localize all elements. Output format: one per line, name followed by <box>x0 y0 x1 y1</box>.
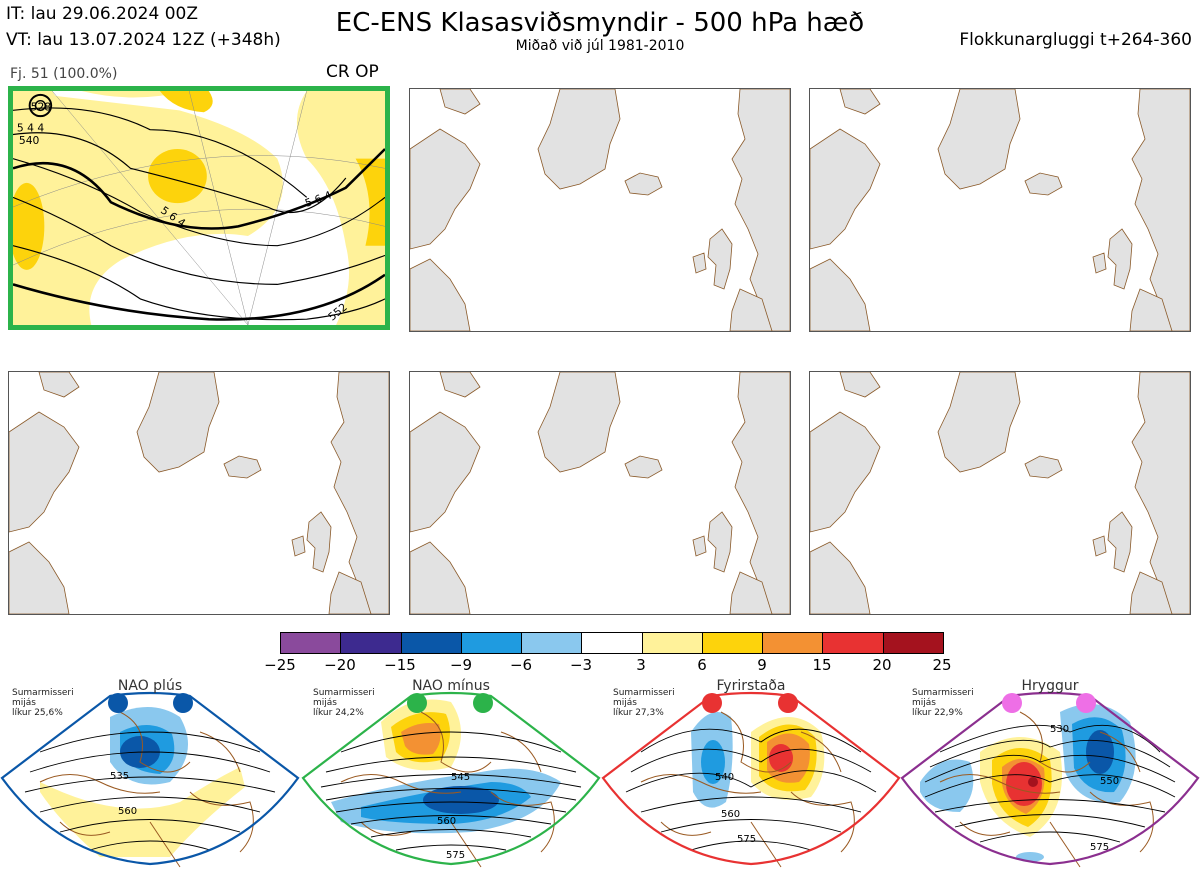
regime-season: Sumarmisseri <box>313 688 375 698</box>
colorbar-tick: −9 <box>449 656 473 674</box>
regime-info: Sumarmisseri mijás líkur 24,2% <box>313 688 375 718</box>
colorbar-swatch <box>883 633 943 653</box>
contour-label: 575 <box>737 834 756 845</box>
regime-prob: líkur 27,3% <box>613 708 664 718</box>
colorbar-swatch <box>642 633 703 653</box>
empty-map <box>410 89 790 331</box>
colorbar <box>280 632 944 654</box>
contour-label: 545 <box>451 772 470 783</box>
regime-dot <box>473 693 493 713</box>
colorbar-tick: 20 <box>872 656 892 674</box>
regime-frame <box>601 691 901 866</box>
contour-label: 575 <box>1090 842 1109 853</box>
contour-label: 560 <box>437 816 456 827</box>
regime-blocking[interactable]: 540 560 575 Fyrirstaða Sumarmisseri mijá… <box>601 672 901 871</box>
regime-dot <box>1076 693 1096 713</box>
regime-prob: líkur 24,2% <box>313 708 364 718</box>
cluster-op-label: CR OP <box>326 62 379 82</box>
regime-name: Hryggur <box>1021 678 1079 694</box>
cluster-label: Fj. 51 (100.0%) <box>10 66 118 82</box>
regime-name: NAO plús <box>117 678 183 694</box>
contour-label: 575 <box>446 850 465 861</box>
colorbar-tick: 25 <box>932 656 952 674</box>
colorbar-tick: −3 <box>569 656 593 674</box>
colorbar-tick: −15 <box>384 656 416 674</box>
regime-prob: líkur 25,6% <box>12 708 63 718</box>
regime-dot <box>108 693 128 713</box>
regime-label2: mijás <box>313 698 337 708</box>
regime-name: Fyrirstaða <box>716 678 786 694</box>
regime-dot <box>407 693 427 713</box>
regime-nao-plus[interactable]: 535 560 NAO plús Sumarmisseri mijás líku… <box>0 672 300 871</box>
regime-frame <box>301 691 601 866</box>
colorbar-swatch <box>763 633 824 653</box>
valid-time: VT: lau 13.07.2024 12Z (+348h) <box>6 30 281 50</box>
colorbar-swatch <box>341 633 402 653</box>
regime-label2: mijás <box>613 698 637 708</box>
contour-label: 560 <box>721 809 740 820</box>
regime-map: 530 550 575 <box>900 691 1200 868</box>
cluster-panel-4[interactable] <box>8 371 390 615</box>
cluster-panel-5[interactable] <box>409 371 791 615</box>
regime-name: NAO mínus <box>412 678 490 694</box>
empty-map <box>410 372 790 614</box>
contour-label: 5 4 4 <box>17 122 45 135</box>
page-title: EC-ENS Klasasviðsmyndir - 500 hPa hæð <box>335 8 865 38</box>
contour-label: 560 <box>118 806 137 817</box>
regime-map: 535 560 <box>0 691 300 868</box>
regime-frame <box>900 691 1200 866</box>
cluster-panel-6[interactable] <box>809 371 1191 615</box>
regime-dot <box>173 693 193 713</box>
cluster-panel-3[interactable] <box>809 88 1191 332</box>
colorbar-tick: 3 <box>636 656 646 674</box>
regime-label2: mijás <box>12 698 36 708</box>
contour-label: 550 <box>1100 776 1119 787</box>
colorbar-tick: 6 <box>697 656 707 674</box>
regime-frame <box>0 691 300 866</box>
colorbar-tick: −25 <box>264 656 296 674</box>
regime-season: Sumarmisseri <box>613 688 675 698</box>
colorbar-swatch <box>823 633 884 653</box>
regime-season: Sumarmisseri <box>12 688 74 698</box>
regime-dot <box>1002 693 1022 713</box>
regime-season: Sumarmisseri <box>912 688 974 698</box>
empty-map <box>810 372 1190 614</box>
cluster-map-1: 5 4 4 5 6 4 5 6 4 552 528 540 <box>13 91 385 325</box>
colorbar-swatch <box>401 633 462 653</box>
colorbar-tick: 9 <box>757 656 767 674</box>
regime-dot <box>778 693 798 713</box>
colorbar-swatch <box>702 633 764 653</box>
regime-info: Sumarmisseri mijás líkur 22,9% <box>912 688 974 718</box>
classification-window: Flokkunargluggi t+264-360 <box>959 30 1192 50</box>
colorbar-tick: −6 <box>509 656 533 674</box>
init-time: IT: lau 29.06.2024 00Z <box>6 4 198 24</box>
regime-info: Sumarmisseri mijás líkur 25,6% <box>12 688 74 718</box>
colorbar-tick: 15 <box>812 656 832 674</box>
regime-map: 545 560 575 <box>301 691 601 868</box>
empty-map <box>9 372 389 614</box>
contour-label: 540 <box>19 134 40 147</box>
contour-label: 535 <box>110 771 129 782</box>
contour-label: 540 <box>715 772 734 783</box>
colorbar-swatch <box>461 633 523 653</box>
colorbar-swatch <box>522 633 583 653</box>
regime-prob: líkur 22,9% <box>912 708 963 718</box>
regime-map: 540 560 575 <box>601 691 901 868</box>
regime-dot <box>702 693 722 713</box>
cluster-panel-2[interactable] <box>409 88 791 332</box>
colorbar-tick: −20 <box>324 656 356 674</box>
page-subtitle: Miðað við júl 1981-2010 <box>515 38 685 54</box>
empty-map <box>810 89 1190 331</box>
regime-label2: mijás <box>912 698 936 708</box>
colorbar-swatch <box>582 633 643 653</box>
regime-info: Sumarmisseri mijás líkur 27,3% <box>613 688 675 718</box>
regime-ridge[interactable]: 530 550 575 Hryggur Sumarmisseri mijás l… <box>900 672 1200 871</box>
colorbar-swatch <box>281 633 342 653</box>
contour-label: 528 <box>31 100 52 113</box>
contour-label: 530 <box>1050 724 1069 735</box>
regime-nao-minus[interactable]: 545 560 575 NAO mínus Sumarmisseri mijás… <box>301 672 601 871</box>
cluster-panel-1[interactable]: 5 4 4 5 6 4 5 6 4 552 528 540 <box>8 86 390 330</box>
